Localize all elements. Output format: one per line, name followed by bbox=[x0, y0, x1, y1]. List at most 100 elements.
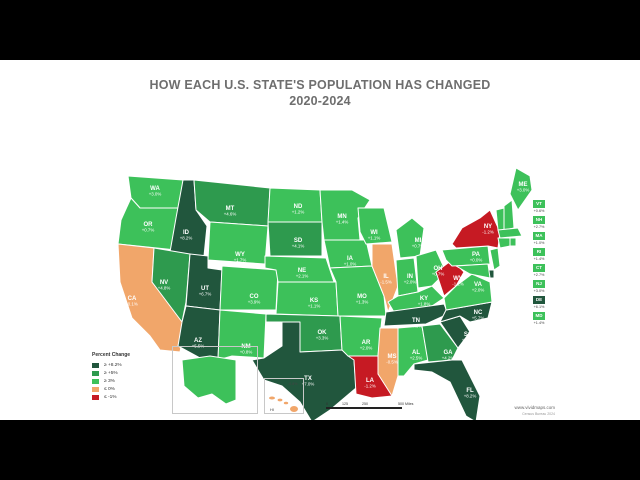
state-abbr: IA bbox=[347, 256, 354, 262]
small-state-value: +2.7% bbox=[533, 225, 545, 229]
state-value: +3.0% bbox=[517, 188, 530, 193]
hawaii-island bbox=[283, 401, 289, 405]
state-ri bbox=[509, 237, 517, 247]
small-state-value: +1.4% bbox=[533, 257, 545, 261]
title-line-2: 2020-2024 bbox=[289, 94, 351, 108]
legend-swatch bbox=[92, 362, 99, 368]
state-label-ky: KY +1.8% bbox=[418, 296, 431, 307]
state-value: -1.2% bbox=[482, 230, 494, 235]
state-label-me: ME +3.0% bbox=[517, 182, 530, 193]
state-value: +7.0% bbox=[302, 382, 315, 387]
legend-swatch bbox=[92, 394, 99, 400]
state-abbr: WY bbox=[235, 252, 245, 258]
state-sd bbox=[267, 221, 323, 257]
legend-item: ≤ -1% bbox=[92, 393, 130, 401]
state-label-wi: WI +1.1% bbox=[368, 230, 381, 241]
map-frame: HOW EACH U.S. STATE'S POPULATION HAS CHA… bbox=[0, 60, 640, 420]
state-value: +4.6% bbox=[224, 212, 237, 217]
small-state-ri: RI bbox=[533, 248, 545, 256]
state-fl bbox=[413, 359, 481, 420]
state-value: +4.2% bbox=[442, 356, 455, 361]
state-label-ne: NE +2.1% bbox=[296, 268, 309, 279]
hawaii-inset bbox=[264, 378, 304, 414]
state-abbr: MN bbox=[337, 214, 346, 220]
state-abbr: KS bbox=[310, 298, 318, 304]
legend-label: ≥ +8.2% bbox=[104, 362, 122, 368]
state-label-ga: GA +4.2% bbox=[442, 350, 455, 361]
state-label-nd: ND +1.2% bbox=[292, 204, 305, 215]
state-value: +4.8% bbox=[158, 286, 171, 291]
state-abbr: PA bbox=[472, 252, 481, 258]
state-abbr: MO bbox=[357, 294, 367, 300]
legend-title: Percent Change bbox=[92, 352, 131, 358]
state-value: +1.1% bbox=[368, 236, 381, 241]
state-ut bbox=[185, 253, 223, 311]
state-value: +2.0% bbox=[360, 346, 373, 351]
state-vt bbox=[495, 207, 505, 231]
state-value: +0.7% bbox=[142, 228, 155, 233]
scale-tick: 0 bbox=[326, 402, 328, 406]
legend-swatch bbox=[92, 386, 99, 392]
state-abbr: AZ bbox=[194, 338, 202, 344]
state-label-ms: MS -0.5% bbox=[386, 354, 398, 365]
state-abbr: ME bbox=[519, 182, 528, 188]
state-value: +2.0% bbox=[404, 280, 417, 285]
state-ma bbox=[497, 227, 523, 239]
state-label-oh: OH +0.7% bbox=[432, 266, 445, 277]
legend-label: ≤ -1% bbox=[104, 394, 117, 400]
chart-title: HOW EACH U.S. STATE'S POPULATION HAS CHA… bbox=[0, 77, 640, 109]
state-abbr: WV bbox=[453, 276, 463, 282]
state-label-pa: PA +0.0% bbox=[470, 252, 483, 263]
small-state-vt: VT bbox=[533, 200, 545, 208]
state-abbr: AL bbox=[412, 350, 420, 356]
state-label-ny: NY -1.2% bbox=[482, 224, 494, 235]
state-abbr: VA bbox=[474, 282, 483, 288]
state-abbr: IN bbox=[407, 274, 413, 280]
state-value: +8.2% bbox=[180, 236, 193, 241]
state-label-ia: IA +1.0% bbox=[344, 256, 357, 267]
state-ks bbox=[275, 281, 339, 317]
state-abbr: OK bbox=[318, 330, 328, 336]
state-label-nm: NM +0.8% bbox=[240, 344, 253, 355]
state-abbr: TX bbox=[304, 376, 312, 382]
legend-label: ≥ 3% bbox=[104, 378, 115, 384]
state-value: +0.7% bbox=[412, 244, 425, 249]
state-abbr: UT bbox=[201, 286, 209, 292]
state-value: -1.5% bbox=[380, 280, 392, 285]
state-ok bbox=[265, 313, 343, 353]
state-abbr: NC bbox=[474, 310, 483, 316]
state-label-ks: KS +1.1% bbox=[308, 298, 321, 309]
small-state-ma: MA bbox=[533, 232, 545, 240]
state-value: +1.1% bbox=[308, 304, 321, 309]
state-label-wv: WV -1.2% bbox=[452, 276, 464, 287]
state-abbr: KY bbox=[420, 296, 428, 302]
small-state-value: +1.4% bbox=[533, 321, 545, 325]
state-label-id: ID +8.2% bbox=[180, 230, 193, 241]
state-abbr: IL bbox=[383, 274, 389, 280]
state-label-ut: UT +6.7% bbox=[199, 286, 212, 297]
hawaii-label: HI bbox=[270, 407, 274, 412]
small-state-value: +6.1% bbox=[533, 305, 545, 309]
state-value: +3.3% bbox=[316, 336, 329, 341]
source-text: Census Bureau 2024 bbox=[522, 412, 555, 416]
state-label-al: AL +2.5% bbox=[410, 350, 423, 361]
title-line-1: HOW EACH U.S. STATE'S POPULATION HAS CHA… bbox=[149, 78, 491, 92]
state-label-tx: TX +7.0% bbox=[302, 376, 315, 387]
state-label-mo: MO +1.3% bbox=[356, 294, 369, 305]
state-abbr: OR bbox=[144, 222, 154, 228]
small-state-md: MD bbox=[533, 312, 545, 320]
state-value: +0.8% bbox=[240, 350, 253, 355]
state-value: +1.3% bbox=[356, 300, 369, 305]
credit-text: www.vividmaps.com bbox=[514, 405, 555, 410]
state-wi bbox=[357, 207, 393, 245]
state-ct bbox=[497, 237, 511, 249]
state-abbr: ID bbox=[183, 230, 190, 236]
small-state-de: DE bbox=[533, 296, 545, 304]
state-nm bbox=[217, 309, 267, 361]
legend-item: ≥ +8.2% bbox=[92, 361, 130, 369]
state-abbr: MS bbox=[388, 354, 397, 360]
state-label-wy: WY +1.7% bbox=[234, 252, 247, 263]
state-nj bbox=[489, 247, 501, 271]
hawaii-island bbox=[269, 396, 275, 400]
legend: Percent Change ≥ +8.2% ≥ +5% ≥ 3% ≤ 0% ≤ -1% bbox=[92, 352, 130, 401]
